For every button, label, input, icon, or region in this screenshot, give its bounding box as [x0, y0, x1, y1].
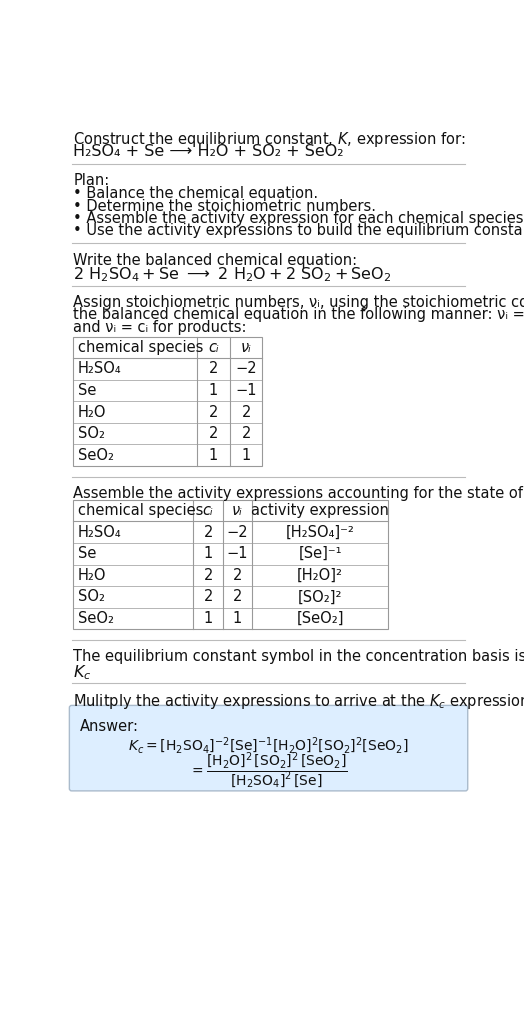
Text: • Balance the chemical equation.: • Balance the chemical equation. — [73, 187, 319, 201]
Text: $K_c$: $K_c$ — [73, 663, 92, 682]
Text: • Determine the stoichiometric numbers.: • Determine the stoichiometric numbers. — [73, 199, 376, 213]
FancyBboxPatch shape — [69, 706, 468, 791]
Text: 2: 2 — [242, 404, 251, 420]
Text: H₂O: H₂O — [78, 568, 106, 583]
Text: Write the balanced chemical equation:: Write the balanced chemical equation: — [73, 252, 357, 268]
Text: 2: 2 — [233, 589, 242, 604]
Text: 2: 2 — [203, 525, 213, 540]
Text: $= \dfrac{[\mathrm{H_2O}]^2\,[\mathrm{SO_2}]^2\,[\mathrm{SeO_2}]}{[\mathrm{H_2SO: $= \dfrac{[\mathrm{H_2O}]^2\,[\mathrm{SO… — [189, 750, 348, 791]
Text: • Use the activity expressions to build the equilibrium constant expression.: • Use the activity expressions to build … — [73, 224, 524, 238]
Text: cᵢ: cᵢ — [208, 340, 219, 355]
Text: Answer:: Answer: — [80, 719, 138, 733]
Text: activity expression: activity expression — [251, 503, 389, 518]
Text: 1: 1 — [242, 447, 250, 463]
Text: SeO₂: SeO₂ — [78, 447, 114, 463]
Text: [SO₂]²: [SO₂]² — [298, 589, 342, 604]
Text: 2: 2 — [209, 404, 218, 420]
Bar — [73, 337, 263, 466]
Text: 1: 1 — [209, 447, 218, 463]
Text: 1: 1 — [203, 546, 213, 562]
Text: 2: 2 — [209, 361, 218, 377]
Text: • Assemble the activity expression for each chemical species.: • Assemble the activity expression for e… — [73, 211, 524, 226]
Text: Mulitply the activity expressions to arrive at the $K_c$ expression:: Mulitply the activity expressions to arr… — [73, 692, 524, 712]
Text: H₂SO₄ + Se ⟶ H₂O + SO₂ + SeO₂: H₂SO₄ + Se ⟶ H₂O + SO₂ + SeO₂ — [73, 144, 344, 159]
Text: −2: −2 — [227, 525, 248, 540]
Text: νᵢ: νᵢ — [241, 340, 252, 355]
Text: 2: 2 — [203, 568, 213, 583]
Text: Construct the equilibrium constant, $K$, expression for:: Construct the equilibrium constant, $K$,… — [73, 131, 466, 149]
Bar — [73, 500, 388, 629]
Text: −1: −1 — [227, 546, 248, 562]
Text: 1: 1 — [203, 611, 213, 626]
Text: cᵢ: cᵢ — [203, 503, 213, 518]
Text: SeO₂: SeO₂ — [78, 611, 114, 626]
Text: H₂O: H₂O — [78, 404, 106, 420]
Text: 2: 2 — [209, 426, 218, 441]
Text: 1: 1 — [233, 611, 242, 626]
Text: 2: 2 — [203, 589, 213, 604]
Text: [H₂SO₄]⁻²: [H₂SO₄]⁻² — [286, 525, 355, 540]
Text: 1: 1 — [209, 383, 218, 398]
Text: Assemble the activity expressions accounting for the state of matter and νᵢ:: Assemble the activity expressions accoun… — [73, 486, 524, 501]
Text: chemical species: chemical species — [78, 503, 203, 518]
Text: SO₂: SO₂ — [78, 589, 105, 604]
Text: [H₂O]²: [H₂O]² — [297, 568, 343, 583]
Text: H₂SO₄: H₂SO₄ — [78, 361, 122, 377]
Text: the balanced chemical equation in the following manner: νᵢ = −cᵢ for reactants: the balanced chemical equation in the fo… — [73, 307, 524, 323]
Text: Plan:: Plan: — [73, 174, 110, 188]
Text: H₂SO₄: H₂SO₄ — [78, 525, 122, 540]
Text: Assign stoichiometric numbers, νᵢ, using the stoichiometric coefficients, cᵢ, fr: Assign stoichiometric numbers, νᵢ, using… — [73, 295, 524, 310]
Text: [Se]⁻¹: [Se]⁻¹ — [298, 546, 342, 562]
Text: 2: 2 — [233, 568, 242, 583]
Text: and νᵢ = cᵢ for products:: and νᵢ = cᵢ for products: — [73, 320, 247, 335]
Text: Se: Se — [78, 383, 96, 398]
Text: Se: Se — [78, 546, 96, 562]
Text: νᵢ: νᵢ — [232, 503, 243, 518]
Text: −2: −2 — [235, 361, 257, 377]
Text: SO₂: SO₂ — [78, 426, 105, 441]
Text: chemical species: chemical species — [78, 340, 203, 355]
Text: −1: −1 — [235, 383, 257, 398]
Text: The equilibrium constant symbol in the concentration basis is:: The equilibrium constant symbol in the c… — [73, 649, 524, 665]
Text: $K_c = [\mathrm{H_2SO_4}]^{-2}[\mathrm{Se}]^{-1}[\mathrm{H_2O}]^{2}[\mathrm{SO_2: $K_c = [\mathrm{H_2SO_4}]^{-2}[\mathrm{S… — [128, 735, 409, 756]
Text: 2: 2 — [242, 426, 251, 441]
Text: $\mathregular{2\ H_2SO_4 + Se\ \longrightarrow\ 2\ H_2O + 2\ SO_2 + SeO_2}$: $\mathregular{2\ H_2SO_4 + Se\ \longrigh… — [73, 265, 391, 285]
Text: [SeO₂]: [SeO₂] — [297, 611, 344, 626]
